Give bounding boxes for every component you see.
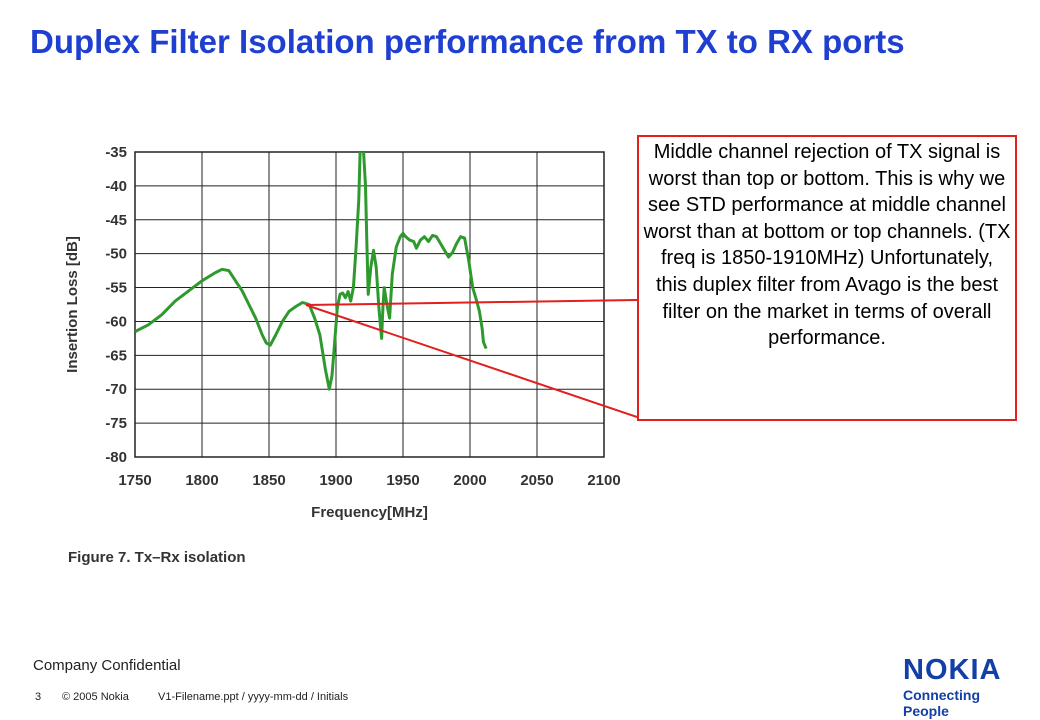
grid-layer [134, 151, 605, 458]
x-tick-label: 2100 [587, 472, 620, 489]
company-confidential: Company Confidential [33, 657, 181, 674]
plot-frame [134, 151, 605, 458]
slide-title: Duplex Filter Isolation performance from… [30, 23, 905, 60]
tick-layer: 1750 1800 1850 1900 1950 2000 2050 2100 -35 -40 -4… [105, 144, 620, 489]
y-tick-label: -65 [105, 347, 127, 364]
file-reference: V1-Filename.ppt / yyyy-mm-dd / Initials [158, 691, 349, 703]
y-tick-label: -60 [105, 313, 127, 330]
x-tick-label: 1800 [185, 472, 218, 489]
x-tick-label: 1950 [386, 472, 419, 489]
copyright: © 2005 Nokia [62, 691, 129, 703]
isolation-chart: 1750 1800 1850 1900 1950 2000 2050 2100 -35 -40 -4… [60, 130, 640, 570]
x-axis-label: Frequency[MHz] [311, 504, 428, 521]
page-number: 3 [35, 691, 42, 703]
y-tick-label: -70 [105, 381, 127, 398]
callout-box: Middle channel rejection of TX signal is… [637, 135, 1017, 421]
y-tick-label: -75 [105, 415, 127, 432]
y-tick-label: -80 [105, 449, 127, 466]
chart-svg: 1750 1800 1850 1900 1950 2000 2050 2100 -35 -40 -4… [64, 144, 621, 566]
y-tick-label: -45 [105, 212, 127, 229]
x-tick-label: 1850 [252, 472, 285, 489]
y-tick-label: -50 [105, 246, 127, 263]
x-tick-label: 1900 [319, 472, 352, 489]
y-tick-label: -55 [105, 280, 127, 297]
nokia-logo: NOKIA Connecting People [903, 655, 1025, 719]
figure-caption: Figure 7. Tx–Rx isolation [68, 549, 246, 566]
y-axis-label: Insertion Loss [dB] [64, 236, 81, 373]
series-layer [135, 152, 488, 391]
series-line-0 [135, 152, 488, 391]
x-tick-label: 1750 [118, 472, 151, 489]
nokia-wordmark: NOKIA [903, 654, 1002, 686]
x-tick-label: 2050 [520, 472, 553, 489]
y-tick-label: -35 [105, 144, 127, 161]
y-tick-label: -40 [105, 178, 127, 195]
nokia-tagline: Connecting People [903, 687, 980, 719]
x-tick-label: 2000 [453, 472, 486, 489]
